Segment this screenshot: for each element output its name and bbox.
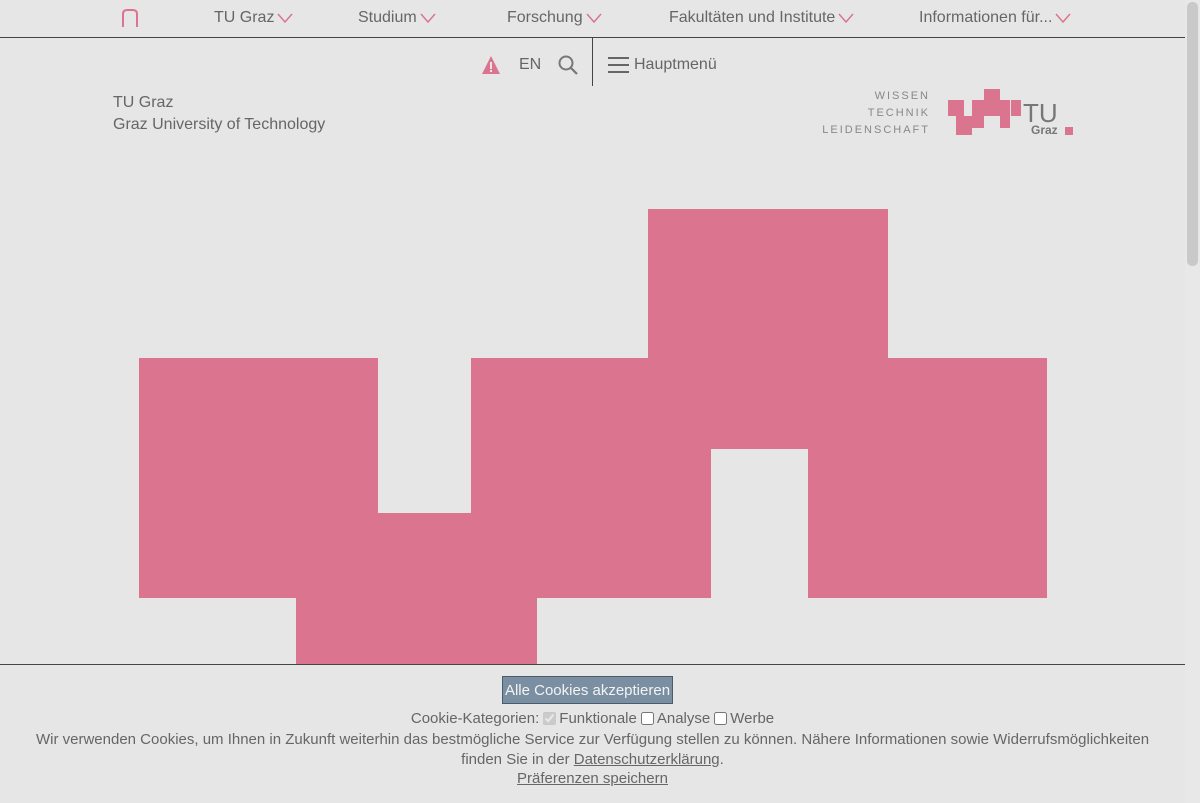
cookie-category-label: Funktionale <box>559 710 637 727</box>
top-navigation: TU Graz Studium Forschung Fakultäten und… <box>0 0 1185 38</box>
hero-logo-graphic <box>139 209 1047 664</box>
nav-item-tu-graz[interactable]: TU Graz <box>214 9 294 27</box>
nav-item-label: Informationen für... <box>919 9 1053 26</box>
page-scrollbar[interactable] <box>1185 0 1200 803</box>
nav-item-studium[interactable]: Studium <box>358 9 436 27</box>
warning-icon[interactable] <box>481 55 501 75</box>
chevron-down-icon <box>277 13 294 24</box>
functional-checkbox[interactable] <box>543 712 557 725</box>
nav-item-fakultaeten[interactable]: Fakultäten und Institute <box>669 9 854 27</box>
tu-graz-logo[interactable]: TU Graz <box>947 88 1075 136</box>
save-preferences-link[interactable]: Präferenzen speichern <box>517 770 668 787</box>
site-name: TU Graz <box>113 94 174 111</box>
advertising-checkbox[interactable] <box>714 712 728 725</box>
chevron-down-icon <box>420 13 436 24</box>
cookie-category-advertising[interactable]: Werbe <box>714 710 774 727</box>
slogan-line: TECHNIK <box>867 107 930 119</box>
cookie-categories-label: Cookie-Kategorien: <box>410 710 540 727</box>
search-icon[interactable] <box>557 54 579 76</box>
cookie-category-label: Werbe <box>730 710 775 727</box>
nav-item-label: Fakultäten und Institute <box>669 9 836 26</box>
chevron-down-icon <box>586 13 602 24</box>
nav-item-label: Forschung <box>507 9 583 26</box>
slogan-line: LEIDENSCHAFT <box>822 124 930 136</box>
main-menu-button[interactable]: Hauptmenü <box>634 56 717 73</box>
cookie-category-label: Analyse <box>656 710 711 727</box>
chevron-down-icon <box>1055 13 1071 24</box>
home-icon[interactable] <box>120 8 140 28</box>
analysis-checkbox[interactable] <box>640 712 654 725</box>
privacy-policy-link[interactable]: Datenschutzerklärung <box>573 751 720 768</box>
nav-item-label: TU Graz <box>214 9 275 26</box>
slogan: WISSEN TECHNIK LEIDENSCHAFT <box>800 88 930 139</box>
hamburger-icon[interactable] <box>608 56 629 74</box>
language-switch[interactable]: EN <box>519 56 542 73</box>
logo-text-tu: TU <box>1023 98 1058 128</box>
logo-text-graz: Graz <box>1031 123 1058 136</box>
accept-all-cookies-button[interactable]: Alle Cookies akzeptieren <box>502 676 673 704</box>
cookie-message-end: . <box>719 751 724 768</box>
cookie-category-analysis[interactable]: Analyse <box>640 710 711 727</box>
cookie-message: Wir verwenden Cookies, um Ihnen in Zukun… <box>15 730 1170 770</box>
cookie-message-text: Wir verwenden Cookies, um Ihnen in Zukun… <box>35 731 1150 768</box>
nav-item-informationen[interactable]: Informationen für... <box>919 9 1071 27</box>
scrollbar-thumb[interactable] <box>1187 2 1198 266</box>
toolbar-divider <box>592 38 593 86</box>
site-subtitle: Graz University of Technology <box>113 116 326 133</box>
slogan-line: WISSEN <box>874 90 930 102</box>
nav-item-forschung[interactable]: Forschung <box>507 9 602 27</box>
nav-item-label: Studium <box>358 9 417 26</box>
cookie-category-functional[interactable]: Funktionale <box>543 710 637 727</box>
site-title[interactable]: TU Graz Graz University of Technology <box>113 92 325 136</box>
cookie-categories: Cookie-Kategorien: Funktionale Analyse W… <box>0 710 1185 727</box>
chevron-down-icon <box>838 13 854 24</box>
cookie-banner: Alle Cookies akzeptieren Cookie-Kategori… <box>0 664 1185 803</box>
